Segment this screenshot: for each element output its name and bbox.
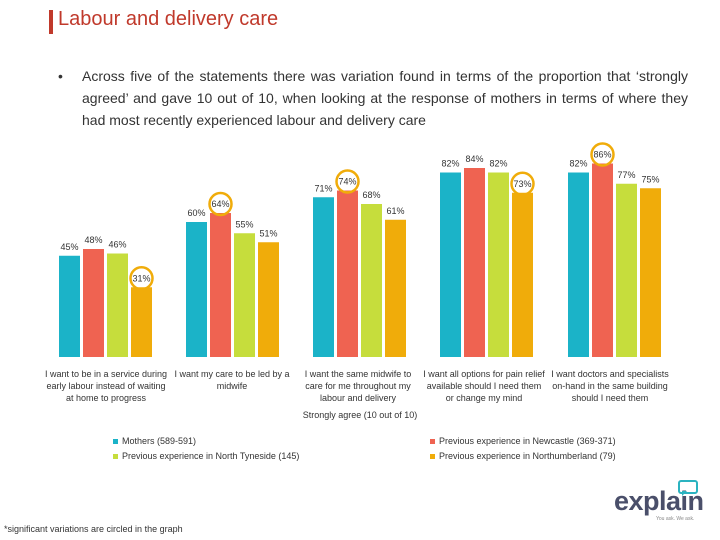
category-label-2: I want the same midwife to care for me t… bbox=[304, 369, 412, 403]
bar-newcastle-cat3 bbox=[464, 168, 485, 357]
data-label-newcastle-cat3: 84% bbox=[465, 154, 483, 164]
bar-north-tyneside-cat1 bbox=[234, 233, 255, 357]
bar-newcastle-cat2 bbox=[337, 190, 358, 357]
data-label-northumberland-cat4: 75% bbox=[641, 174, 659, 184]
speech-bubble-icon bbox=[678, 480, 698, 494]
data-label-mothers-cat2: 71% bbox=[314, 183, 332, 193]
legend-item-north-tyneside: Previous experience in North Tyneside (1… bbox=[113, 451, 299, 461]
speech-bubble-tail-icon bbox=[682, 491, 687, 496]
legend-label-mothers: Mothers (589-591) bbox=[122, 436, 197, 446]
bullet-text: Across five of the statements there was … bbox=[82, 68, 688, 128]
data-label-mothers-cat1: 60% bbox=[187, 208, 205, 218]
significance-circle-cat2 bbox=[335, 169, 360, 194]
footnote: *significant variations are circled in t… bbox=[4, 524, 183, 534]
bar-north-tyneside-cat3 bbox=[488, 172, 509, 357]
data-label-mothers-cat3: 82% bbox=[441, 159, 459, 169]
legend-item-newcastle: Previous experience in Newcastle (369-37… bbox=[430, 436, 616, 446]
category-label-3: I want all options for pain relief avail… bbox=[423, 369, 545, 403]
bar-north-tyneside-cat4 bbox=[616, 183, 637, 357]
logo-tagline: You ask. We ask. bbox=[656, 516, 695, 522]
bar-northumberland-cat3 bbox=[512, 192, 533, 357]
category-label-4: I want doctors and specialists on-hand i… bbox=[551, 369, 669, 403]
bar-northumberland-cat2 bbox=[385, 219, 406, 357]
legend-swatch-north-tyneside bbox=[113, 454, 118, 460]
bar-north-tyneside-cat0 bbox=[107, 253, 128, 357]
legend-item-mothers: Mothers (589-591) bbox=[113, 436, 196, 446]
title-accent-bar bbox=[49, 10, 53, 34]
bar-north-tyneside-cat2 bbox=[361, 204, 382, 357]
category-label-1: I want my care to be led by a midwife bbox=[174, 369, 290, 391]
legend-item-northumberland: Previous experience in Northumberland (7… bbox=[430, 451, 616, 461]
bar-northumberland-cat4 bbox=[640, 188, 661, 357]
data-label-north-tyneside-cat2: 68% bbox=[362, 190, 380, 200]
data-label-northumberland-cat2: 61% bbox=[386, 206, 404, 216]
legend-label-north-tyneside: Previous experience in North Tyneside (1… bbox=[122, 451, 300, 461]
data-label-northumberland-cat3: 73% bbox=[513, 179, 531, 189]
bar-mothers-cat2 bbox=[313, 197, 334, 357]
bar-mothers-cat0 bbox=[59, 255, 80, 357]
legend-swatch-northumberland bbox=[430, 454, 435, 460]
explain-logo: explain You ask. We ask. bbox=[614, 480, 706, 524]
data-label-north-tyneside-cat3: 82% bbox=[489, 159, 507, 169]
logo-wordmark: explain bbox=[614, 486, 704, 516]
bar-newcastle-cat1 bbox=[210, 213, 231, 357]
significance-circle-cat1 bbox=[208, 191, 233, 217]
x-axis-label: Strongly agree (10 out of 10) bbox=[302, 410, 418, 420]
category-label-0: I want to be in a service during early l… bbox=[44, 369, 168, 403]
bar-newcastle-cat0 bbox=[83, 249, 104, 357]
data-label-mothers-cat4: 82% bbox=[569, 159, 587, 169]
data-label-newcastle-cat1: 64% bbox=[211, 199, 229, 209]
data-label-northumberland-cat1: 51% bbox=[259, 228, 277, 238]
significance-circle-cat0 bbox=[129, 266, 154, 291]
legend-label-newcastle: Previous experience in Newcastle (369-37… bbox=[439, 436, 616, 446]
legend-swatch-newcastle bbox=[430, 439, 435, 445]
bullet-symbol: • bbox=[58, 68, 63, 84]
bar-northumberland-cat0 bbox=[131, 287, 152, 357]
bar-mothers-cat1 bbox=[186, 222, 207, 357]
data-label-northumberland-cat0: 31% bbox=[132, 273, 150, 283]
bar-newcastle-cat4 bbox=[592, 163, 613, 357]
legend-label-northumberland: Previous experience in Northumberland (7… bbox=[439, 451, 616, 461]
data-label-north-tyneside-cat0: 46% bbox=[108, 240, 126, 250]
bar-mothers-cat4 bbox=[568, 172, 589, 357]
bar-northumberland-cat1 bbox=[258, 242, 279, 357]
data-label-mothers-cat0: 45% bbox=[60, 242, 78, 252]
legend-swatch-mothers bbox=[113, 439, 118, 445]
data-label-north-tyneside-cat4: 77% bbox=[617, 170, 635, 180]
data-label-newcastle-cat0: 48% bbox=[84, 235, 102, 245]
data-label-north-tyneside-cat1: 55% bbox=[235, 219, 253, 229]
significance-circle-cat4 bbox=[590, 142, 615, 167]
data-label-newcastle-cat2: 74% bbox=[338, 177, 356, 187]
data-label-newcastle-cat4: 86% bbox=[593, 150, 611, 160]
bar-mothers-cat3 bbox=[440, 172, 461, 357]
significance-circle-cat3 bbox=[510, 171, 535, 196]
slide-title: Labour and delivery care bbox=[58, 8, 279, 30]
